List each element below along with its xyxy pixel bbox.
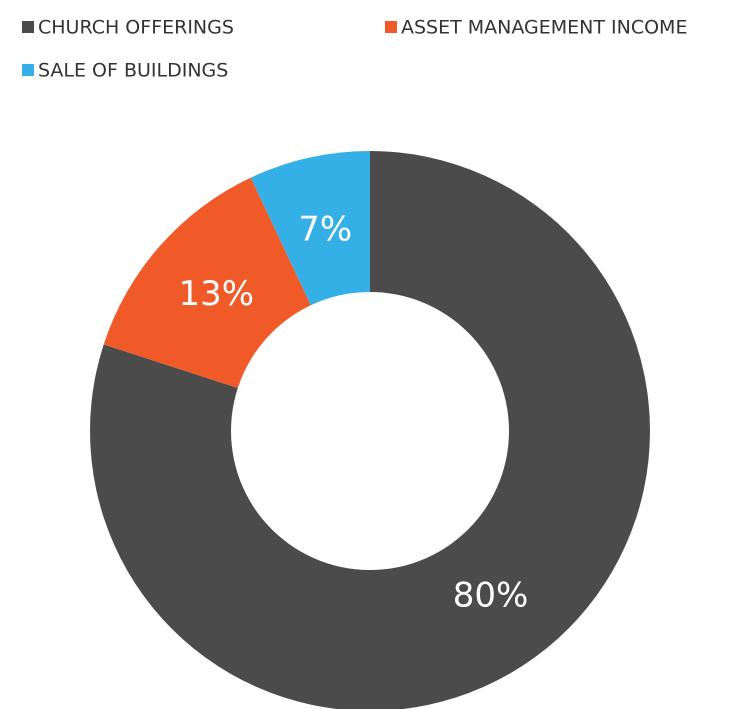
legend-swatch: [385, 21, 397, 33]
donut-slice: [90, 151, 650, 709]
legend-label: SALE OF BUILDINGS: [38, 60, 228, 82]
legend-label: CHURCH OFFERINGS: [38, 17, 234, 39]
slice-label: 80%: [453, 575, 529, 615]
slice-label: 13%: [178, 274, 254, 314]
donut-slice: [250, 151, 370, 306]
slice-label: 7%: [298, 209, 352, 249]
legend-swatch: [22, 64, 34, 76]
donut-slice: [103, 177, 311, 389]
legend-swatch: [22, 21, 34, 33]
legend-label: ASSET MANAGEMENT INCOME: [401, 17, 687, 39]
